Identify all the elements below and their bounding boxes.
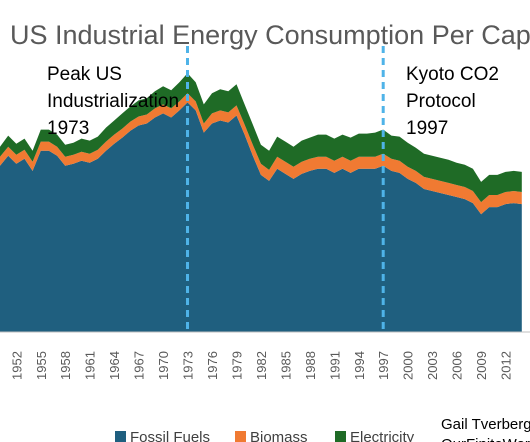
annotations: Peak US Industrialization 1973 Kyoto CO2 Pro… [47,46,499,332]
x-tick-label: 1970 [156,351,171,380]
x-tick-label: 1991 [327,351,342,380]
chart-title: US Industrial Energy Consumption Per Cap… [10,20,530,50]
x-tick-label: 1982 [254,351,269,380]
x-tick-label: 1979 [230,351,245,380]
annotation-text: Protocol [406,91,476,112]
x-tick-label: 1955 [34,351,49,380]
credit: Gail Tverberg OurFiniteWorld.com [441,416,530,442]
credit-line: Gail Tverberg [441,416,530,433]
legend-label: Fossil Fuels [130,429,210,442]
x-tick-label: 2012 [499,351,514,380]
annotation-text: Kyoto CO2 [406,64,499,85]
legend: Fossil Fuels Biomass Electricity [115,429,415,442]
annotation-text: Peak US [47,64,122,85]
x-tick-label: 1973 [181,351,196,380]
x-tick-label: 1988 [303,351,318,380]
x-tick-label: 1976 [205,351,220,380]
legend-swatch [235,431,246,442]
x-tick-label: 1958 [58,351,73,380]
x-tick-label: 1967 [132,351,147,380]
annotation-text: 1973 [47,118,89,139]
legend-swatch [115,431,126,442]
x-tick-label: 2006 [450,351,465,380]
x-tick-label: 1997 [376,351,391,380]
annotation-text: 1997 [406,118,448,139]
x-tick-label: 1961 [83,351,98,380]
legend-label: Biomass [250,429,308,442]
x-tick-label: 1952 [9,351,24,380]
legend-label: Electricity [350,429,415,442]
credit-line: OurFiniteWorld.com [441,436,530,442]
x-tick-label: 1964 [107,351,122,380]
x-tick-label: 2000 [401,351,416,380]
x-tick-label: 1994 [352,351,367,380]
area-electricity [0,73,522,203]
annotation-text: Industrialization [47,91,179,112]
x-tick-label: 2009 [474,351,489,380]
area-biomass [0,93,522,215]
x-tick-label: 2003 [425,351,440,380]
legend-swatch [335,431,346,442]
x-tick-label: 1985 [278,351,293,380]
x-axis-ticks: 1949195219551958196119641967197019731976… [9,351,514,380]
area-layers [0,73,522,332]
area-fossil-fuels [0,102,522,332]
